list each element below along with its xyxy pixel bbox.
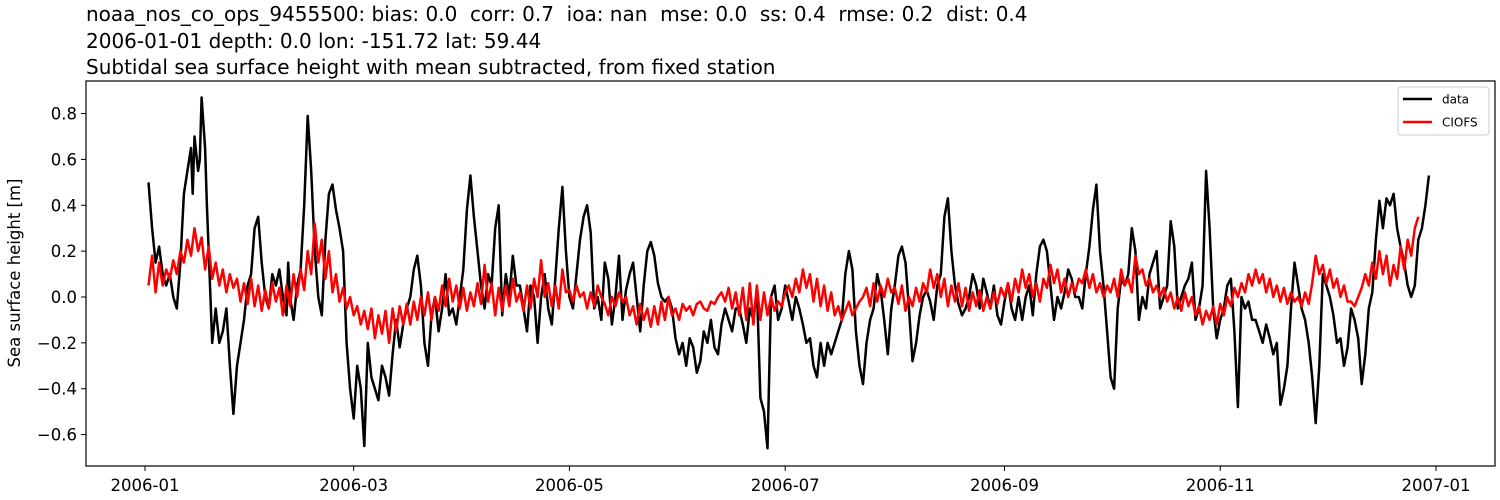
- y-tick-label: 0.8: [51, 105, 77, 124]
- series-line-data: [147, 96, 1431, 450]
- series-layer: [147, 96, 1431, 450]
- x-tick-label: 2006-09: [970, 476, 1039, 495]
- y-axis-label: Sea surface height [m]: [5, 179, 24, 368]
- y-tick-label: −0.2: [37, 334, 77, 353]
- x-axis: 2006-01 2006-03 2006-05 2006-07 2006-09 2006-…: [111, 466, 1471, 495]
- chart-title-description: Subtidal sea surface height with mean su…: [86, 55, 776, 79]
- y-tick-label: 0.4: [51, 196, 77, 215]
- y-tick-label: −0.6: [37, 426, 77, 445]
- x-tick-label: 2006-05: [535, 476, 604, 495]
- y-axis: 0.8 0.6 0.4 0.2 0.0 −0.2 −0.4 −0.6: [37, 105, 86, 445]
- legend: data CIOFS: [1397, 86, 1490, 136]
- chart-title-stats: noaa_nos_co_ops_9455500: bias: 0.0 corr:…: [86, 2, 1028, 26]
- y-tick-label: 0.6: [51, 150, 77, 169]
- x-tick-label: 2006-01: [111, 476, 180, 495]
- x-tick-label: 2007-01: [1402, 476, 1471, 495]
- series-line-ciofs: [147, 216, 1420, 345]
- y-tick-label: 0.2: [51, 242, 77, 261]
- x-tick-label: 2006-11: [1186, 476, 1255, 495]
- x-tick-label: 2006-03: [319, 476, 388, 495]
- legend-label-data: data: [1442, 93, 1469, 107]
- x-tick-label: 2006-07: [751, 476, 820, 495]
- y-tick-label: 0.0: [51, 288, 77, 307]
- legend-label-ciofs: CIOFS: [1442, 116, 1478, 130]
- plot-frame: [85, 80, 1496, 467]
- y-tick-label: −0.4: [37, 380, 77, 399]
- chart-title-location: 2006-01-01 depth: 0.0 lon: -151.72 lat: …: [86, 29, 542, 53]
